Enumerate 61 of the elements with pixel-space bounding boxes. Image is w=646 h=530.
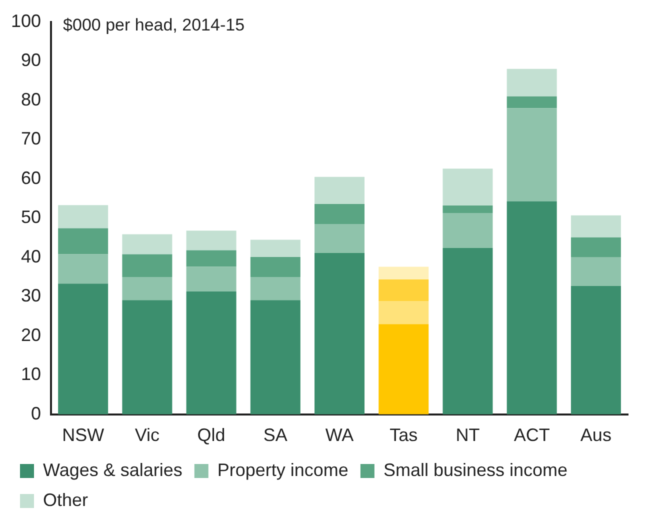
legend-label: Wages & salaries — [43, 460, 182, 480]
bar — [442, 248, 493, 414]
bar — [570, 237, 621, 258]
x-tick-label: NT — [456, 425, 480, 446]
bar — [58, 284, 108, 414]
bar — [58, 254, 108, 284]
bar — [314, 253, 365, 414]
y-tick-label: 60 — [21, 168, 42, 188]
bar — [186, 250, 236, 267]
bar — [378, 324, 429, 414]
bar — [186, 230, 236, 250]
bar — [250, 240, 300, 257]
y-tick-label: 70 — [21, 128, 42, 149]
y-tick-label: 30 — [21, 286, 42, 306]
y-tick-label: 10 — [21, 364, 42, 384]
bar — [378, 279, 429, 301]
bar — [250, 276, 300, 300]
y-tick-label: 0 — [31, 403, 42, 424]
bar — [378, 300, 429, 324]
y-tick-label: 40 — [21, 246, 42, 266]
bar — [314, 224, 365, 254]
y-tick-label: 50 — [21, 207, 42, 228]
y-tick-label: 20 — [21, 324, 42, 345]
x-tick-label: NSW — [62, 425, 104, 446]
bar — [58, 228, 108, 254]
bar — [506, 96, 557, 108]
bar — [250, 256, 300, 277]
bar — [186, 292, 236, 414]
x-tick-label: ACT — [514, 425, 550, 446]
bar — [378, 266, 429, 280]
x-tick-label: Vic — [134, 425, 160, 446]
bar — [570, 257, 621, 286]
x-tick-label: Tas — [390, 425, 418, 446]
bar — [506, 108, 557, 202]
bar — [442, 206, 493, 213]
bar — [506, 201, 557, 414]
bar — [122, 234, 172, 254]
legend-label: Other — [43, 490, 88, 510]
bar — [506, 68, 557, 96]
bar — [570, 286, 621, 414]
bar — [58, 205, 108, 228]
bar — [122, 276, 172, 300]
y-tick-label: 80 — [21, 89, 42, 110]
y-tick-label: 100 — [10, 10, 42, 31]
bar — [570, 215, 621, 238]
x-tick-label: WA — [325, 425, 354, 446]
bar — [122, 254, 172, 277]
bar — [442, 212, 493, 248]
bar — [442, 168, 493, 206]
chart-title: $000 per head, 2014-15 — [63, 15, 245, 34]
bar — [122, 300, 172, 414]
legend-label: Small business income — [383, 460, 568, 480]
bar — [250, 300, 300, 414]
x-tick-label: Aus — [580, 425, 612, 446]
x-tick-label: SA — [263, 425, 288, 446]
bar — [314, 204, 365, 224]
bar — [186, 266, 236, 292]
x-tick-label: Qld — [197, 425, 226, 446]
bar — [314, 176, 365, 204]
legend-label: Property income — [217, 460, 348, 480]
y-tick-label: 90 — [21, 50, 42, 70]
